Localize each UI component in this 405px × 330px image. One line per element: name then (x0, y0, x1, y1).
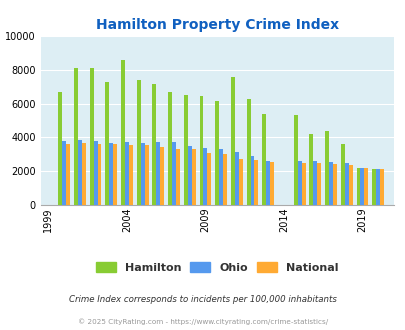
Bar (66, 144, 70, 205)
Bar (360, 168, 363, 205)
Bar (309, 134, 313, 205)
Bar (160, 148, 164, 205)
Bar (62, 142, 66, 205)
Bar (219, 149, 222, 205)
Bar (266, 161, 269, 205)
Bar (90, 68, 93, 205)
Bar (97, 144, 101, 205)
Bar (375, 169, 379, 205)
Bar (371, 169, 375, 205)
Bar (332, 164, 336, 205)
Bar (207, 153, 211, 205)
Bar (269, 162, 273, 205)
Bar (363, 168, 367, 205)
Bar (81, 143, 85, 205)
Bar (168, 92, 172, 205)
Bar (128, 145, 132, 205)
Bar (156, 142, 160, 205)
Legend: Hamilton, Ohio, National: Hamilton, Ohio, National (92, 257, 342, 277)
Bar (246, 99, 250, 205)
Bar (250, 156, 254, 205)
Bar (93, 142, 97, 205)
Bar (109, 143, 113, 205)
Bar (152, 84, 156, 205)
Bar (172, 142, 175, 205)
Bar (191, 149, 195, 205)
Bar (313, 161, 316, 205)
Bar (293, 115, 297, 205)
Bar (262, 114, 266, 205)
Bar (215, 101, 219, 205)
Bar (121, 60, 125, 205)
Bar (199, 96, 203, 205)
Bar (348, 165, 352, 205)
Bar (234, 152, 238, 205)
Bar (140, 143, 144, 205)
Bar (254, 160, 258, 205)
Bar (187, 146, 191, 205)
Bar (183, 95, 187, 205)
Bar (344, 163, 348, 205)
Bar (136, 80, 140, 205)
Bar (113, 144, 117, 205)
Bar (316, 163, 320, 205)
Bar (297, 161, 301, 205)
Title: Hamilton Property Crime Index: Hamilton Property Crime Index (96, 18, 338, 32)
Bar (78, 140, 81, 205)
Bar (125, 142, 128, 205)
Text: Crime Index corresponds to incidents per 100,000 inhabitants: Crime Index corresponds to incidents per… (69, 295, 336, 304)
Bar (58, 92, 62, 205)
Bar (144, 145, 148, 205)
Bar (175, 148, 179, 205)
Bar (230, 77, 234, 205)
Bar (356, 168, 360, 205)
Bar (238, 159, 242, 205)
Bar (340, 144, 344, 205)
Bar (328, 162, 332, 205)
Bar (222, 154, 226, 205)
Bar (105, 82, 109, 205)
Bar (301, 163, 305, 205)
Bar (324, 131, 328, 205)
Bar (203, 148, 207, 205)
Bar (379, 169, 383, 205)
Text: © 2025 CityRating.com - https://www.cityrating.com/crime-statistics/: © 2025 CityRating.com - https://www.city… (78, 318, 327, 325)
Bar (74, 68, 78, 205)
